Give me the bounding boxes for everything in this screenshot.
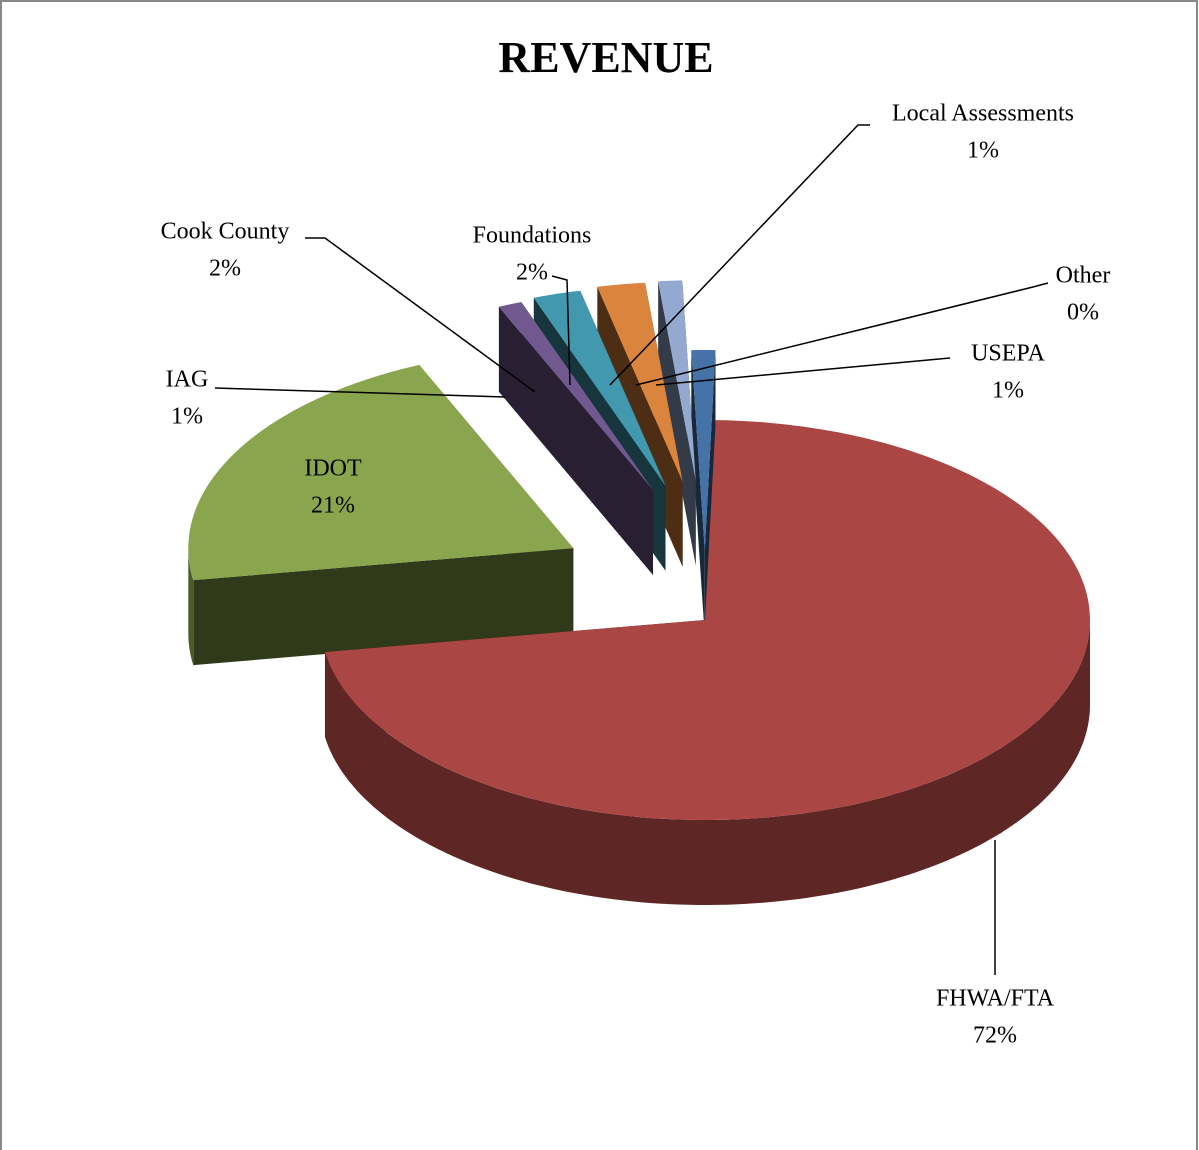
pie-slice	[658, 280, 696, 481]
slice-value-label: 21%	[311, 493, 355, 519]
slice-value-label: 1%	[967, 138, 999, 164]
slice-wall	[325, 620, 1090, 905]
leader-line	[551, 275, 571, 386]
slice-label: IAG	[166, 367, 209, 393]
slice-label: IDOT	[304, 456, 362, 482]
slice-value-label: 1%	[992, 378, 1024, 404]
pie-slice	[498, 302, 654, 491]
pie-slice	[188, 364, 574, 581]
slice-label: USEPA	[971, 341, 1045, 367]
slice-label: Other	[1056, 263, 1111, 289]
labels: USEPA 1% FHWA/FTA 72% IDOT 21% IAG 1% Cook Count…	[161, 101, 1111, 1049]
slice-label: Local Assessments	[892, 101, 1074, 127]
pie-slice	[325, 420, 1090, 820]
leader-line	[655, 357, 951, 386]
slice-side	[691, 350, 705, 636]
slice-label: FHWA/FTA	[936, 986, 1055, 1012]
slice-wall	[188, 548, 194, 666]
slice-label: Foundations	[473, 223, 592, 249]
slice-value-label: 72%	[973, 1023, 1017, 1049]
pie-slice	[533, 290, 666, 486]
slice-value-label: 2%	[516, 260, 548, 286]
leader-line	[305, 237, 536, 393]
leader-line	[635, 282, 1049, 386]
pie-slice	[597, 282, 683, 482]
slice-side	[704, 350, 716, 636]
leader-line	[609, 124, 870, 386]
pie-slice	[691, 350, 716, 551]
slice-value-label: 0%	[1067, 300, 1099, 326]
slice-side	[193, 548, 574, 666]
slice-value-label: 1%	[171, 404, 203, 430]
slice-side	[658, 281, 696, 566]
pie	[188, 280, 1090, 905]
chart-title: REVENUE	[498, 33, 713, 82]
slice-label: Cook County	[161, 219, 290, 245]
leader-line	[214, 387, 506, 398]
slice-value-label: 2%	[209, 256, 241, 282]
